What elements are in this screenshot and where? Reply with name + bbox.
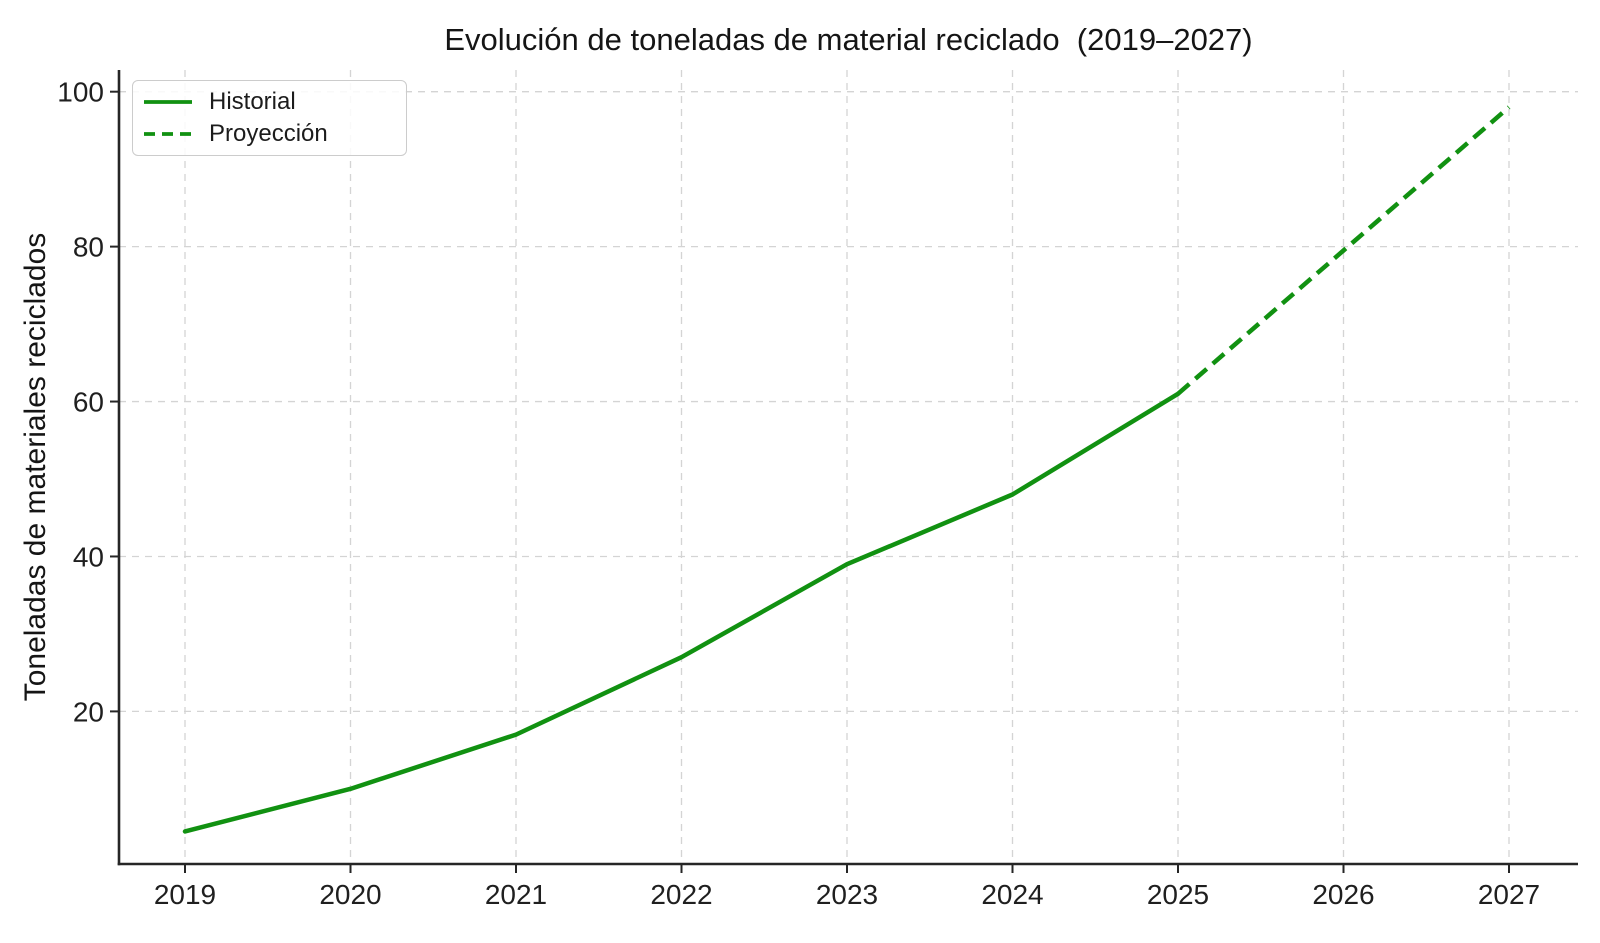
x-tick-label: 2024 (981, 879, 1043, 910)
legend-label-proyeccion: Proyección (209, 120, 328, 148)
y-tick-label: 100 (57, 77, 104, 108)
y-tick-label: 80 (73, 232, 104, 263)
series-line-historial (182, 391, 1181, 834)
x-tick-label: 2023 (816, 879, 878, 910)
x-tick-label: 2026 (1312, 879, 1374, 910)
y-tick-label: 60 (73, 387, 104, 418)
x-tick-label: 2027 (1478, 879, 1540, 910)
x-tick-label: 2020 (319, 879, 381, 910)
x-tick-label: 2025 (1147, 879, 1209, 910)
x-tick-label: 2021 (485, 879, 547, 910)
legend-swatch-dashed-line (144, 132, 192, 137)
legend: Historial Proyección (132, 80, 407, 156)
chart-title: Evolución de toneladas de material recic… (444, 22, 1253, 57)
y-tick-label: 20 (73, 696, 104, 727)
x-tick-label: 2019 (154, 879, 216, 910)
series-line-proyeccion (1176, 105, 1511, 396)
legend-swatch-solid-line (144, 99, 192, 104)
y-tick-label: 40 (73, 541, 104, 572)
legend-item-proyeccion: Proyección (143, 120, 406, 148)
x-tick-label: 2022 (650, 879, 712, 910)
legend-label-historial: Historial (209, 87, 296, 115)
legend-item-historial: Historial (143, 88, 406, 116)
